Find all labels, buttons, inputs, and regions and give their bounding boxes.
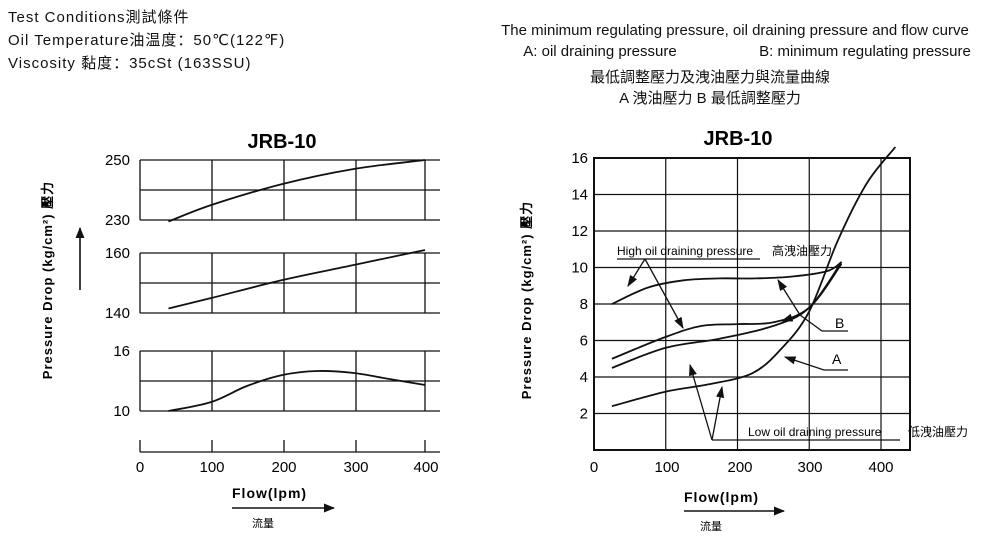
- low-arrow-2: [711, 385, 725, 441]
- left-panel-1-y-tick-bottom: 230: [105, 212, 130, 229]
- left-y-axis-label: Pressure Drop (kg/cm²) 壓力: [40, 181, 55, 379]
- right-x-tick-100: 100: [654, 459, 679, 476]
- left-panel-3-y-tick-bottom: 10: [113, 403, 130, 420]
- low-drain-label-cn: 低洩油壓力: [908, 425, 968, 439]
- label-b: B: [835, 315, 844, 331]
- left-panel-3-curve: [168, 370, 426, 412]
- left-panel-1-y-tick-top: 250: [105, 152, 130, 169]
- right-x-tick-300: 300: [797, 459, 822, 476]
- right-y-tick: 4: [580, 369, 588, 386]
- right-header-cn-title: 最低調整壓力及洩油壓力與流量曲線: [589, 69, 830, 86]
- left-panel-3-y-tick-top: 16: [113, 343, 130, 360]
- left-x-axis-label: Flow(lpm): [232, 485, 307, 501]
- right-chart-title: JRB-10: [704, 128, 773, 150]
- b-arrow-1: [777, 279, 801, 316]
- left-x-tick-0: 0: [136, 459, 144, 476]
- legend-a-text: A: oil draining pressure: [523, 43, 677, 60]
- low-drain-label: Low oil draining pressure: [748, 425, 882, 439]
- left-chart-title: JRB-10: [248, 131, 317, 153]
- high-drain-label-cn: 高洩油壓力: [772, 243, 832, 258]
- label-a: A: [832, 351, 842, 367]
- right-x-tick-200: 200: [727, 459, 752, 476]
- b-arrow-2: [780, 313, 801, 322]
- test-conditions-title: Test Conditions測試條件: [8, 9, 190, 26]
- left-x-tick-200: 200: [271, 459, 296, 476]
- right-x-tick-400: 400: [868, 459, 893, 476]
- left-chart: JRB-10 250 230 160 140 16 10 0 100 200 300 40…: [40, 131, 440, 530]
- right-y-tick: 16: [571, 150, 588, 167]
- left-panel-2-y-tick-bottom: 140: [105, 305, 130, 322]
- low-arrow-1: [689, 363, 713, 441]
- left-x-tick-100: 100: [199, 459, 224, 476]
- high-drain-label: High oil draining pressure: [617, 244, 753, 258]
- right-x-tick-0: 0: [590, 459, 598, 476]
- annotation-pointers: [617, 258, 900, 441]
- left-panel-2-curve: [168, 249, 426, 310]
- right-y-tick: 6: [580, 333, 588, 350]
- left-panel-2-y-tick-top: 160: [105, 245, 130, 262]
- right-chart: JRB-10 2 4 6 8 10 12 14 16 0 100 200 300 400 Fl…: [519, 128, 968, 533]
- viscosity-text: Viscosity 黏度：35cSt (163SSU): [8, 55, 252, 72]
- right-header-title: The minimum regulating pressure, oil dra…: [501, 22, 969, 39]
- right-curve-4: [611, 146, 897, 408]
- right-y-axis-label: Pressure Drop (kg/cm²) 壓力: [519, 201, 534, 399]
- right-y-tick: 12: [571, 223, 588, 240]
- right-curve-1: [611, 261, 843, 305]
- right-x-axis-label: Flow(lpm): [684, 489, 759, 505]
- right-y-tick: 8: [580, 296, 588, 313]
- high-arrow-1: [627, 258, 646, 287]
- a-leader: [783, 356, 848, 371]
- right-y-tick: 2: [580, 406, 588, 423]
- right-y-tick: 14: [571, 187, 588, 204]
- high-arrow-2: [644, 258, 684, 330]
- left-x-axis-label-cn: 流量: [252, 516, 274, 530]
- left-x-tick-400: 400: [413, 459, 438, 476]
- left-panel-1-curve: [168, 159, 426, 223]
- oil-temperature-text: Oil Temperature油温度：50℃(122℉): [8, 32, 286, 49]
- left-x-tick-300: 300: [343, 459, 368, 476]
- right-y-tick: 10: [571, 260, 588, 277]
- b-leader: [799, 314, 848, 332]
- right-header-cn-legend: A 洩油壓力 B 最低調整壓力: [619, 90, 801, 107]
- legend-b-text: B: minimum regulating pressure: [759, 43, 971, 60]
- right-x-axis-label-cn: 流量: [700, 519, 722, 533]
